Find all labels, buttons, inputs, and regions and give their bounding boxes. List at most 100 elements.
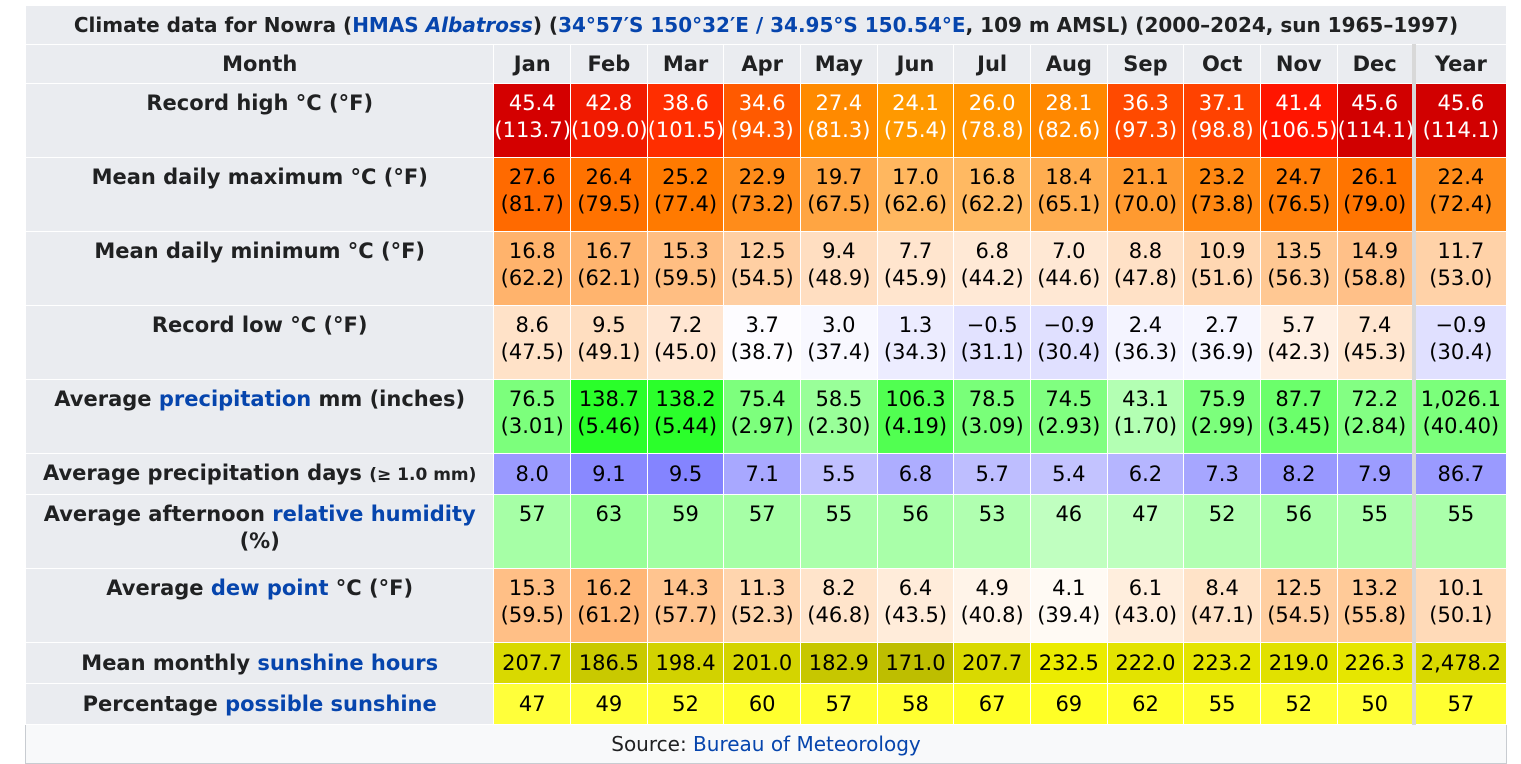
value-celsius: 6.4 [898, 576, 933, 600]
cell-humidity-apr: 57 [723, 494, 802, 569]
value-celsius: 72.2 [1351, 387, 1399, 411]
cell-record-low-mar: 7.2 (45.0) [646, 305, 725, 380]
cell-humidity-sep: 47 [1106, 494, 1185, 569]
cell-record-high-dec: 45.6 (114.1) [1336, 83, 1415, 158]
value-secondary: (101.5) [647, 118, 725, 142]
cell-humidity-jun: 56 [876, 494, 955, 569]
value-secondary: (3.01) [500, 414, 564, 438]
cell-mean-max-nov: 24.7 (76.5) [1259, 157, 1338, 232]
cell-precip-feb: 138.7 (5.46) [570, 379, 648, 454]
label-link[interactable]: sunshine hours [257, 650, 439, 675]
cell-sunshine-hours-nov: 219.0 [1259, 642, 1338, 684]
cell-humidity-jan: 57 [493, 494, 572, 569]
value: 55 [825, 502, 853, 526]
value-secondary: (72.4) [1429, 192, 1493, 216]
value-secondary: (44.2) [960, 266, 1024, 290]
value-celsius: 87.7 [1275, 387, 1323, 411]
value-secondary: (37.4) [807, 340, 871, 364]
value-celsius: 36.3 [1122, 91, 1169, 115]
value-secondary: (53.0) [1429, 266, 1493, 290]
value-celsius: 24.7 [1275, 165, 1323, 189]
cell-record-high-nov: 41.4 (106.5) [1259, 83, 1338, 158]
coordinates-link[interactable]: 34°57′S 150°32′E / 34.95°S 150.54°E [558, 13, 966, 37]
cell-precip-days-aug: 5.4 [1029, 453, 1108, 495]
climate-data-table: Climate data for Nowra (HMAS Albatross) … [24, 5, 1507, 764]
value: 7.3 [1205, 461, 1239, 486]
cell-record-low-sep: 2.4 (36.3) [1106, 305, 1185, 380]
value-celsius: 24.1 [892, 91, 939, 115]
value-secondary: (45.9) [883, 266, 948, 290]
cell-precip-sep: 43.1 (1.70) [1106, 379, 1185, 454]
value-secondary: (59.5) [500, 603, 564, 627]
label-link[interactable]: precipitation [158, 387, 312, 411]
label-text: (%) [239, 529, 280, 553]
row-precip-days: Average precipitation days (≥ 1.0 mm) 8.0… [24, 453, 1507, 495]
value-celsius: 27.4 [815, 91, 863, 115]
cell-precip-days-jan: 8.0 [493, 453, 572, 495]
row-mean-max: Mean daily maximum °C (°F) 27.6 (81.7) 26.4… [24, 157, 1507, 232]
value-celsius: 5.7 [1282, 313, 1316, 337]
value-secondary: (78.8) [960, 118, 1024, 142]
cell-sunshine-hours-year: 2,478.2 [1411, 642, 1507, 684]
row-record-low: Record low °C (°F) 8.6 (47.5) 9.5 (49.1) 7.2 (… [24, 305, 1507, 380]
value-celsius: 17.0 [892, 165, 939, 189]
value-secondary: (39.4) [1037, 603, 1101, 627]
value-secondary: (54.5) [1267, 603, 1331, 627]
value: 5.4 [1052, 461, 1086, 486]
value-secondary: (47.8) [1113, 266, 1178, 290]
cell-mean-max-apr: 22.9 (73.2) [723, 157, 802, 232]
cell-record-low-aug: −0.9 (30.4) [1029, 305, 1108, 380]
label-text: Percentage [82, 691, 226, 716]
source-link[interactable]: Bureau of Meteorology [693, 732, 921, 756]
title-suffix: , 109 m AMSL) (2000–2024, sun 1965–1997) [965, 13, 1459, 37]
row-humidity: Average afternoon relative humidity (%) 5… [24, 494, 1507, 569]
value: 186.5 [578, 650, 639, 675]
month-header-oct: Oct [1183, 44, 1261, 84]
month-header-mar: Mar [646, 44, 725, 84]
label-text: mm (inches) [311, 387, 466, 411]
cell-dew-point-mar: 14.3 (57.7) [646, 568, 725, 643]
value-celsius: 8.6 [515, 313, 549, 337]
value: 198.4 [655, 650, 716, 675]
row-label-sunshine-hours: Mean monthly sunshine hours [24, 642, 495, 684]
cell-record-low-dec: 7.4 (45.3) [1336, 305, 1415, 380]
cell-precip-days-nov: 8.2 [1259, 453, 1338, 495]
station-link[interactable]: HMAS Albatross [352, 13, 533, 37]
cell-record-high-mar: 38.6 (101.5) [646, 83, 725, 158]
value: 207.7 [502, 650, 563, 675]
label-link[interactable]: dew point [210, 576, 329, 600]
value-secondary: (76.5) [1267, 192, 1331, 216]
cell-record-high-jan: 45.4 (113.7) [493, 83, 572, 158]
cell-humidity-oct: 52 [1183, 494, 1261, 569]
value-secondary: (30.4) [1429, 340, 1493, 364]
cell-mean-min-apr: 12.5 (54.5) [723, 231, 802, 306]
value: 67 [978, 691, 1006, 716]
value-secondary: (40.40) [1422, 414, 1500, 438]
cell-record-low-jan: 8.6 (47.5) [493, 305, 572, 380]
cell-record-high-sep: 36.3 (97.3) [1106, 83, 1185, 158]
cell-record-high-jul: 26.0 (78.8) [953, 83, 1031, 158]
cell-mean-max-mar: 25.2 (77.4) [646, 157, 725, 232]
value-secondary: (65.1) [1037, 192, 1101, 216]
cell-sunshine-hours-jun: 171.0 [876, 642, 955, 684]
label-link[interactable]: relative humidity [272, 502, 476, 526]
cell-sunshine-hours-may: 182.9 [800, 642, 878, 684]
cell-dew-point-oct: 8.4 (47.1) [1183, 568, 1261, 643]
row-record-high: Record high °C (°F) 45.4 (113.7) 42.8 (109.0… [24, 83, 1507, 158]
row-label-possible-sunshine: Percentage possible sunshine [24, 683, 495, 725]
value: 171.0 [885, 650, 946, 675]
value-celsius: 16.2 [585, 576, 633, 600]
value: 47 [1132, 502, 1159, 526]
label-link[interactable]: possible sunshine [225, 691, 437, 716]
cell-humidity-year: 55 [1411, 494, 1507, 569]
cell-precip-days-mar: 9.5 [646, 453, 725, 495]
value-celsius: 7.0 [1052, 239, 1086, 263]
value: 182.9 [808, 650, 869, 675]
cell-precip-dec: 72.2 (2.84) [1336, 379, 1415, 454]
value: 7.9 [1357, 461, 1392, 486]
value-celsius: 15.3 [508, 576, 556, 600]
value: 223.2 [1192, 650, 1253, 675]
label-text: °C (°F) [328, 576, 414, 600]
value-celsius: 10.1 [1437, 576, 1485, 600]
cell-possible-sunshine-feb: 49 [570, 683, 648, 725]
